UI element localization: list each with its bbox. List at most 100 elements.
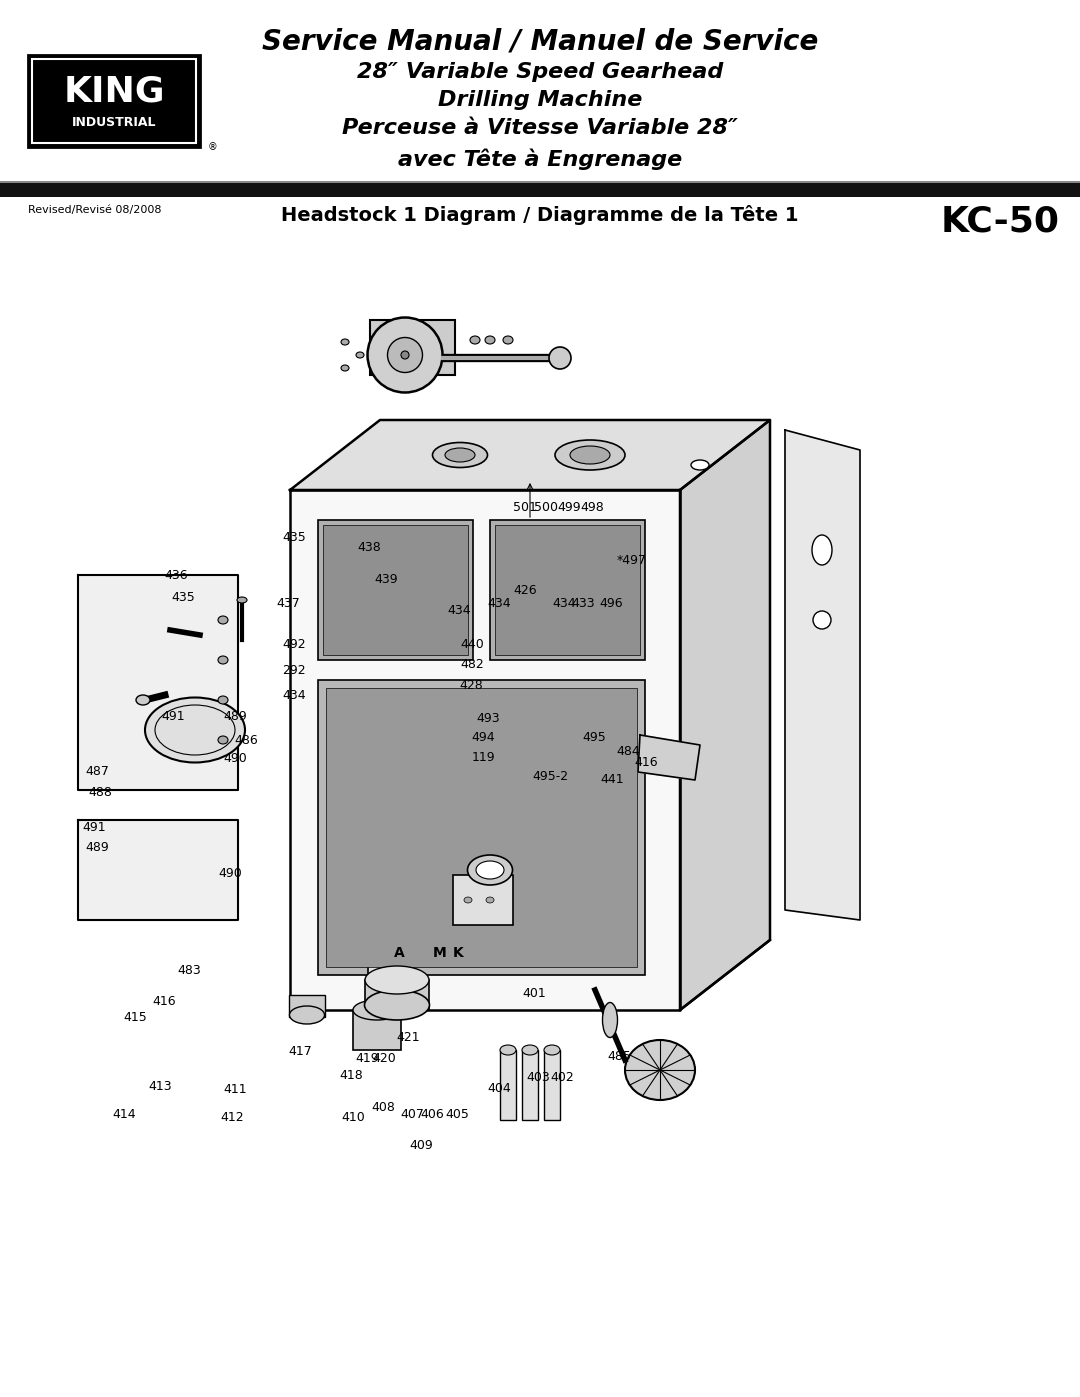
Ellipse shape [218,696,228,704]
Text: A: A [394,946,405,960]
Text: 440: 440 [460,637,484,651]
Text: 407: 407 [401,1108,424,1122]
Ellipse shape [500,1045,516,1055]
Text: 501: 501 [513,500,537,514]
Text: 484: 484 [617,745,640,759]
Ellipse shape [353,1000,401,1020]
Text: 437: 437 [276,597,300,610]
Text: 441: 441 [600,773,624,787]
Bar [289,995,325,1017]
Text: 405: 405 [445,1108,469,1122]
Text: 485: 485 [607,1049,631,1063]
Text: avec Tête à Engrenage: avec Tête à Engrenage [397,148,683,169]
Text: ®: ® [208,142,218,152]
Polygon shape [680,420,770,1010]
Bar [0,183,1080,197]
Text: Perceuse à Vitesse Variable 28″: Perceuse à Vitesse Variable 28″ [342,117,738,138]
Ellipse shape [445,448,475,462]
Text: 434: 434 [447,604,471,617]
Bar [318,520,473,659]
Ellipse shape [388,338,422,373]
Text: 499: 499 [557,500,581,514]
Bar [318,680,645,975]
Text: 404: 404 [487,1081,511,1095]
Text: 413: 413 [148,1080,172,1094]
Ellipse shape [486,897,494,902]
Text: INDUSTRIAL: INDUSTRIAL [71,116,157,130]
Ellipse shape [813,610,831,629]
Ellipse shape [289,1006,324,1024]
Text: 119: 119 [472,750,496,764]
Ellipse shape [485,337,495,344]
Text: 491: 491 [82,820,106,834]
Ellipse shape [432,443,487,468]
Text: Headstock 1 Diagram / Diagramme de la Tête 1: Headstock 1 Diagram / Diagramme de la Tê… [281,205,799,225]
Text: 414: 414 [112,1108,136,1122]
Polygon shape [291,490,680,1010]
Ellipse shape [237,597,247,604]
Text: 494: 494 [471,731,495,745]
Text: 408: 408 [372,1101,395,1115]
Ellipse shape [401,351,409,359]
Ellipse shape [365,990,430,1020]
Polygon shape [78,576,238,789]
Text: 483: 483 [177,964,201,978]
Text: 428: 428 [459,679,483,693]
Text: 498: 498 [580,500,604,514]
Text: 406: 406 [420,1108,444,1122]
Text: 412: 412 [220,1111,244,1125]
Text: 410: 410 [341,1111,365,1125]
Text: 436: 436 [164,569,188,583]
Bar [495,525,640,655]
Bar [453,875,513,925]
Ellipse shape [522,1045,538,1055]
Ellipse shape [218,616,228,624]
Ellipse shape [341,339,349,345]
Ellipse shape [503,337,513,344]
Ellipse shape [544,1045,561,1055]
Bar [500,1051,516,1120]
Text: 488: 488 [89,785,112,799]
Bar [370,320,455,374]
Text: 491: 491 [161,710,185,724]
Text: 416: 416 [152,995,176,1009]
Text: 434: 434 [282,689,306,703]
Text: 420: 420 [373,1052,396,1066]
Ellipse shape [555,440,625,469]
Bar [28,54,200,147]
Text: 434: 434 [552,597,576,610]
Text: 490: 490 [224,752,247,766]
Text: Service Manual / Manuel de Service: Service Manual / Manuel de Service [261,28,819,56]
Text: 500: 500 [535,500,558,514]
Bar [326,687,637,967]
Text: Revised/Revisé 08/2008: Revised/Revisé 08/2008 [28,205,162,215]
Polygon shape [78,820,238,921]
Text: 411: 411 [224,1083,247,1097]
Ellipse shape [603,1003,618,1038]
Text: M: M [433,946,446,960]
Bar [544,1051,561,1120]
Text: 419: 419 [355,1052,379,1066]
Polygon shape [291,420,770,490]
Text: 426: 426 [513,584,537,598]
Ellipse shape [570,446,610,464]
Text: 403: 403 [526,1070,550,1084]
Text: 292: 292 [282,664,306,678]
Text: 433: 433 [571,597,595,610]
Text: 439: 439 [375,573,399,587]
Text: 421: 421 [396,1031,420,1045]
Ellipse shape [468,855,513,886]
Text: 418: 418 [339,1069,363,1083]
Ellipse shape [356,352,364,358]
Text: 402: 402 [551,1070,575,1084]
Ellipse shape [365,965,429,995]
Polygon shape [785,430,860,921]
Text: 486: 486 [234,733,258,747]
Text: 409: 409 [409,1139,433,1153]
Ellipse shape [464,897,472,902]
Text: 417: 417 [288,1045,312,1059]
Text: 438: 438 [357,541,381,555]
Ellipse shape [812,535,832,564]
Ellipse shape [476,861,504,879]
Text: 434: 434 [487,597,511,610]
